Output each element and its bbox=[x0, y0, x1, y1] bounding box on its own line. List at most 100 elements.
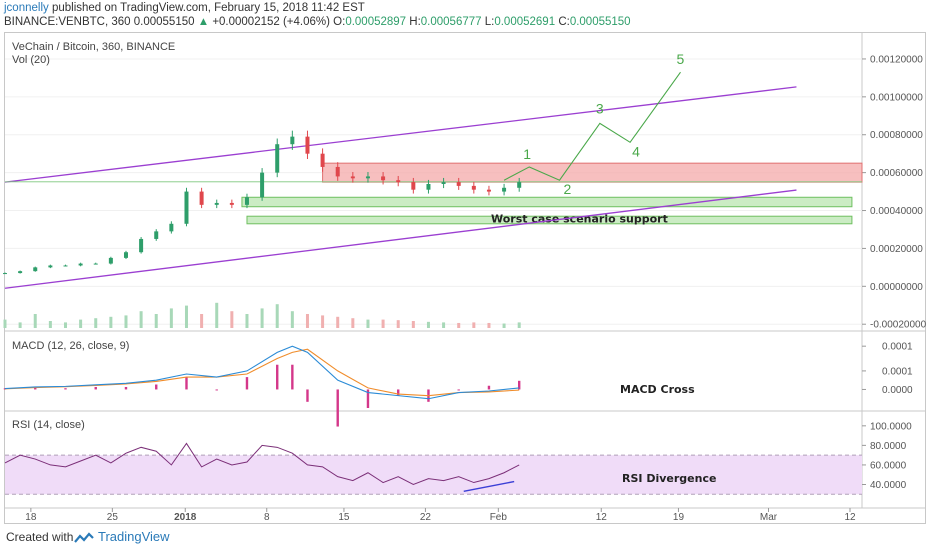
candle-body bbox=[214, 202, 219, 205]
candle-body bbox=[275, 144, 280, 173]
wave-label-2: 2 bbox=[564, 181, 572, 197]
ohlc-c-label: C: bbox=[558, 16, 570, 28]
volume-bar bbox=[3, 319, 7, 328]
candle-body bbox=[123, 252, 128, 258]
volume-bar bbox=[63, 322, 67, 328]
macd-histogram-bar bbox=[518, 380, 521, 390]
wave-label-1: 1 bbox=[523, 146, 531, 162]
rsi-y-tick-label: 100.0000 bbox=[870, 421, 912, 432]
rsi-annotation: RSI Divergence bbox=[622, 472, 716, 485]
publish-line: jconnelly published on TradingView.com, … bbox=[4, 2, 365, 14]
volume-bar bbox=[79, 319, 83, 328]
macd-histogram-bar bbox=[64, 388, 67, 390]
macd-histogram-bar bbox=[185, 377, 188, 390]
channel-upper-line bbox=[4, 86, 797, 183]
ohlc-open: 0.00052897 bbox=[345, 16, 407, 28]
symbol-line: BINANCE:VENBTC, 360 0.00055150 ▲ +0.0000… bbox=[4, 16, 631, 28]
volume-bar bbox=[124, 315, 128, 328]
volume-bar bbox=[200, 314, 204, 328]
candle-body bbox=[305, 136, 310, 154]
ohlc-l-label: L: bbox=[484, 16, 495, 28]
volume-bar bbox=[351, 318, 355, 328]
volume-bar bbox=[245, 314, 249, 328]
volume-bar bbox=[457, 322, 461, 328]
volume-bar bbox=[18, 322, 22, 328]
candle-body bbox=[63, 265, 68, 267]
volume-bar bbox=[487, 322, 491, 328]
volume-bar bbox=[215, 302, 219, 328]
macd-histogram-bar bbox=[397, 389, 400, 396]
volume-bar bbox=[230, 311, 234, 328]
macd-histogram-bar bbox=[276, 364, 279, 390]
macd-title: MACD (12, 26, close, 9) bbox=[12, 340, 129, 352]
candle-body bbox=[381, 176, 386, 181]
candle-body bbox=[108, 257, 113, 264]
main-chart-title: VeChain / Bitcoin, 360, BINANCE bbox=[12, 41, 175, 53]
candle-body bbox=[154, 231, 159, 239]
candle-body bbox=[517, 182, 522, 188]
last-price: 0.00055150 bbox=[133, 16, 195, 28]
macd-histogram-bar bbox=[124, 386, 128, 390]
candle-body bbox=[456, 182, 461, 186]
x-tick-label: 15 bbox=[338, 512, 350, 523]
x-tick-label: 12 bbox=[596, 512, 608, 523]
main-y-tick-label: 0.00020000 bbox=[870, 244, 923, 255]
candle-body bbox=[3, 273, 7, 275]
volume-bar bbox=[426, 321, 430, 328]
tradingview-logo[interactable]: TradingView bbox=[74, 529, 170, 544]
candle-body bbox=[426, 184, 431, 190]
candle-body bbox=[365, 176, 370, 179]
chart-frame bbox=[4, 32, 926, 524]
ohlc-o-label: O: bbox=[333, 16, 346, 28]
symbol-name: BINANCE:VENBTC, 360 bbox=[4, 16, 131, 28]
volume-bar bbox=[517, 322, 521, 328]
wave-label-3: 3 bbox=[596, 100, 604, 116]
candle-body bbox=[48, 265, 53, 268]
macd-y-tick-label: 0.0001 bbox=[882, 342, 913, 353]
author-link[interactable]: jconnelly bbox=[4, 2, 49, 14]
zone-1 bbox=[322, 162, 863, 183]
volume-bar bbox=[290, 311, 294, 328]
candle-body bbox=[441, 182, 446, 184]
price-change: +0.00002152 (+4.06%) bbox=[212, 16, 330, 28]
candle-body bbox=[229, 202, 234, 205]
x-tick-label: 19 bbox=[673, 512, 685, 523]
zone-3 bbox=[246, 215, 853, 225]
x-tick-label: 18 bbox=[25, 512, 37, 523]
macd-histogram-bar bbox=[34, 386, 37, 390]
macd-y-tick-label: 0.0001 bbox=[882, 366, 913, 377]
main-y-tick-label: 0.00100000 bbox=[870, 92, 923, 103]
candle-body bbox=[411, 182, 416, 190]
rsi-line bbox=[4, 442, 520, 486]
ohlc-low: 0.00052691 bbox=[494, 16, 556, 28]
x-tick-label: 8 bbox=[264, 512, 270, 523]
rsi-divergence-line bbox=[463, 480, 515, 493]
candle-body bbox=[199, 191, 204, 205]
main-y-tick-label: 0.00000000 bbox=[870, 282, 923, 293]
volume-bar bbox=[381, 319, 385, 328]
zone-label: Worst case scenario support bbox=[491, 212, 668, 225]
x-tick-label: Feb bbox=[490, 512, 508, 523]
candle-body bbox=[350, 176, 355, 179]
volume-bar bbox=[154, 314, 158, 328]
candle-body bbox=[169, 223, 174, 232]
volume-bar bbox=[502, 323, 506, 328]
volume-bar bbox=[411, 321, 415, 328]
volume-bar bbox=[109, 316, 113, 328]
candle-body bbox=[139, 238, 144, 253]
volume-bar bbox=[139, 311, 143, 328]
candle-body bbox=[502, 187, 507, 192]
x-tick-label: 12 bbox=[844, 512, 856, 523]
volume-bar bbox=[33, 314, 37, 328]
candle-body bbox=[78, 263, 83, 266]
footer: Created with TradingView bbox=[0, 524, 932, 550]
volume-bar bbox=[169, 308, 173, 328]
macd-histogram-bar bbox=[245, 377, 249, 390]
rsi-y-tick-label: 40.0000 bbox=[870, 480, 907, 491]
macd-histogram-bar bbox=[366, 389, 370, 408]
chart-canvas[interactable]: 0.00120000 0.00100000 0.00080000 0.00060000… bbox=[0, 0, 932, 524]
macd-y-tick-label: 0.0000 bbox=[882, 385, 913, 396]
zone-2 bbox=[241, 196, 853, 208]
volume-bar bbox=[184, 305, 188, 328]
publish-info: published on TradingView.com, February 1… bbox=[51, 2, 365, 14]
